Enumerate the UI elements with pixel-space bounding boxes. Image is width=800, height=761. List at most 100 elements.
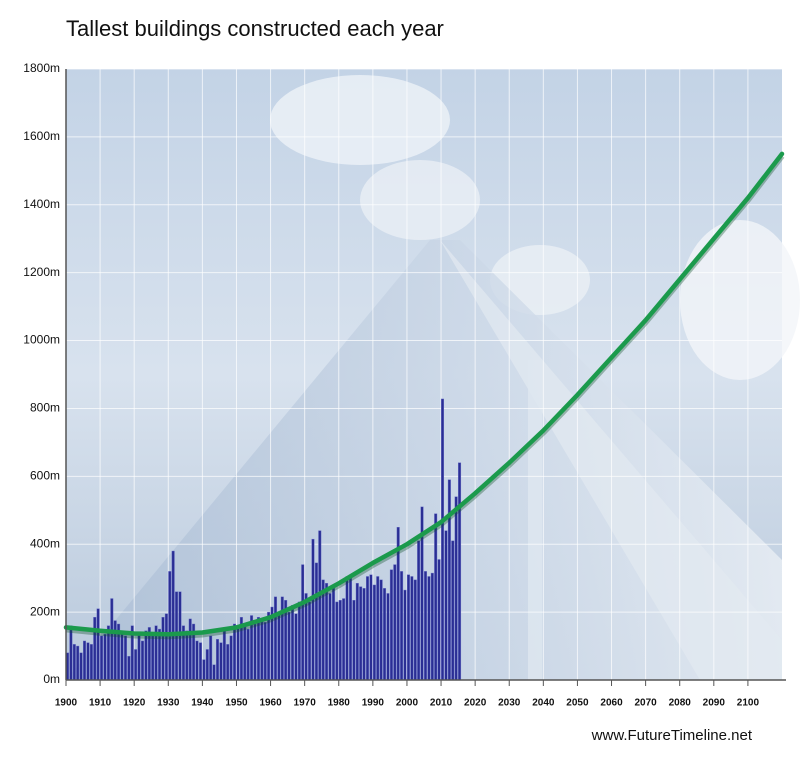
y-tick-label: 800m xyxy=(30,401,60,415)
bar xyxy=(410,576,414,681)
bar xyxy=(219,642,223,681)
x-tick-label: 1980 xyxy=(328,698,351,709)
bar xyxy=(209,635,213,681)
y-tick-label: 400m xyxy=(30,536,60,550)
bar xyxy=(236,627,240,681)
bar xyxy=(413,579,417,681)
bar xyxy=(369,574,373,681)
y-tick-label: 0m xyxy=(43,672,60,686)
bar xyxy=(168,571,172,681)
x-tick-label: 1950 xyxy=(225,698,248,709)
x-tick-label: 2030 xyxy=(498,698,521,709)
x-tick-label: 2100 xyxy=(737,698,760,709)
bar xyxy=(345,576,349,681)
bar xyxy=(376,576,380,681)
trend-line xyxy=(63,151,785,637)
bar xyxy=(137,632,141,681)
y-tick-label: 1600m xyxy=(23,129,60,143)
x-tick-label: 2000 xyxy=(396,698,419,709)
bar xyxy=(76,645,80,681)
bar xyxy=(291,605,294,681)
bar xyxy=(437,559,441,681)
x-tick-label: 1990 xyxy=(362,698,385,709)
bar xyxy=(379,579,383,681)
bar xyxy=(69,625,73,681)
y-tick-label: 200m xyxy=(30,604,60,618)
bar xyxy=(79,652,83,681)
bar xyxy=(171,550,175,681)
bar xyxy=(454,496,458,681)
chart-title: Tallest buildings constructed each year xyxy=(66,16,444,41)
bar xyxy=(308,601,312,681)
x-tick-label: 1930 xyxy=(157,698,180,709)
bar xyxy=(96,608,100,681)
bar xyxy=(123,635,127,681)
bar xyxy=(314,562,318,681)
bar xyxy=(212,664,216,681)
bar xyxy=(198,642,202,681)
bar xyxy=(403,589,407,681)
bar xyxy=(89,644,93,681)
bar xyxy=(229,635,233,681)
bar xyxy=(434,513,438,681)
bar xyxy=(120,632,124,681)
bar xyxy=(362,588,366,681)
bar xyxy=(451,540,455,681)
bar xyxy=(301,564,305,681)
trend xyxy=(63,151,785,640)
x-tick-label: 1910 xyxy=(89,698,112,709)
bar xyxy=(342,598,346,681)
bar xyxy=(294,613,298,681)
bar xyxy=(161,617,165,681)
bar xyxy=(406,574,410,681)
bar xyxy=(243,625,247,681)
bar xyxy=(260,620,264,681)
bar xyxy=(256,617,260,681)
bar xyxy=(430,572,434,681)
bar xyxy=(297,601,301,681)
bar xyxy=(424,571,427,681)
bar xyxy=(93,617,97,681)
bar xyxy=(359,586,363,681)
bar xyxy=(246,628,250,681)
bar xyxy=(328,593,332,681)
bar xyxy=(386,593,390,681)
bar xyxy=(195,640,199,681)
bar xyxy=(318,530,322,681)
axes: 0m 200m 400m 600m 800m 1000m 1200m 1400m 1600m 18… xyxy=(23,61,786,709)
y-tick-label: 1200m xyxy=(23,265,60,279)
bar xyxy=(151,632,155,681)
bar xyxy=(417,540,421,681)
bar xyxy=(366,576,369,681)
bar xyxy=(164,613,168,681)
source: www.FutureTimeline.net xyxy=(591,727,753,744)
x-tick-label: 2020 xyxy=(464,698,487,709)
bar xyxy=(83,640,87,681)
bar xyxy=(441,398,445,681)
x-tick-label: 2050 xyxy=(566,698,589,709)
bar xyxy=(389,569,393,681)
bar xyxy=(127,656,131,681)
x-tick-label: 1920 xyxy=(123,698,146,709)
bar xyxy=(216,639,219,681)
bar xyxy=(331,584,335,681)
bar xyxy=(383,588,387,681)
bar xyxy=(110,598,114,681)
bar xyxy=(393,564,397,681)
x-tick-label: 1970 xyxy=(294,698,317,709)
bar xyxy=(273,596,277,681)
bar xyxy=(103,633,107,681)
x-tick-label: 1900 xyxy=(55,698,78,709)
bar xyxy=(400,571,404,681)
bar xyxy=(141,640,144,681)
bar xyxy=(372,584,376,681)
bar xyxy=(222,628,226,681)
x-tick-label: 2080 xyxy=(669,698,692,709)
bar xyxy=(86,642,90,681)
bar xyxy=(263,622,267,681)
x-tick-label: 2060 xyxy=(600,698,623,709)
x-tick-label: 2040 xyxy=(532,698,555,709)
x-tick-label: 2010 xyxy=(430,698,453,709)
